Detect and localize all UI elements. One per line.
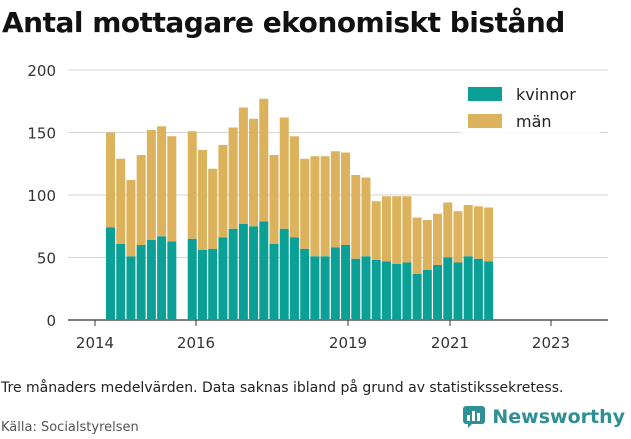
source-label: Källa: Socialstyrelsen: [1, 420, 139, 435]
bar-man: [279, 117, 289, 229]
bar-man: [218, 145, 228, 238]
bar-man: [402, 196, 412, 263]
bar-man: [197, 150, 207, 250]
bar-kvinnor: [218, 237, 228, 320]
bar-man: [361, 177, 371, 257]
bar-kvinnor: [146, 240, 156, 320]
bar-kvinnor: [433, 265, 443, 320]
bar-kvinnor: [381, 261, 391, 320]
y-axis-labels: 0 50 100 150 200: [27, 62, 56, 330]
bar-man: [381, 196, 391, 262]
bar-kvinnor: [187, 238, 197, 320]
legend-swatch: [468, 87, 502, 101]
x-tick-label: 2019: [329, 334, 367, 352]
bar-kvinnor: [300, 248, 310, 320]
bar-man: [443, 202, 453, 258]
bar-man: [300, 158, 310, 249]
bar-kvinnor: [330, 247, 340, 320]
bar-man: [320, 156, 330, 257]
bar-man: [392, 196, 402, 264]
bar-kvinnor: [422, 270, 432, 320]
bar-kvinnor: [341, 245, 351, 320]
bar-man: [126, 180, 136, 257]
bar-kvinnor: [310, 256, 320, 320]
bar-kvinnor: [279, 228, 289, 320]
bar-man: [228, 127, 238, 229]
bar-kvinnor: [473, 258, 483, 320]
bar-kvinnor: [484, 261, 494, 320]
chart-title: Antal mottagare ekonomiskt bistånd: [2, 6, 565, 39]
bar-kvinnor: [126, 256, 136, 320]
bar-kvinnor: [228, 228, 238, 320]
bar-kvinnor: [259, 221, 269, 320]
y-tick-label: 150: [27, 125, 56, 143]
legend-swatch: [468, 114, 502, 128]
footnote: Tre månaders medelvärden. Data saknas ib…: [1, 380, 564, 396]
bar-kvinnor: [351, 258, 361, 320]
bar-man: [157, 126, 167, 237]
bar-man: [412, 217, 422, 274]
bar-kvinnor: [157, 236, 167, 320]
bar-kvinnor: [392, 263, 402, 320]
bar-man: [473, 206, 483, 259]
brand-name: Newsworthy: [492, 406, 625, 428]
chart: 0 50 100 150 200 2014 2016 2019 2021 2023 kvinno…: [27, 62, 608, 352]
x-tick-label: 2021: [431, 334, 469, 352]
legend-label: kvinnor: [516, 85, 576, 104]
bar-kvinnor: [167, 241, 177, 320]
bar-kvinnor: [443, 257, 453, 320]
bar-kvinnor: [249, 226, 259, 320]
bar-man: [249, 118, 259, 227]
bar-man: [146, 130, 156, 240]
bar-man: [310, 156, 320, 257]
bar-man: [136, 155, 146, 245]
bar-man: [167, 136, 177, 242]
legend-label: män: [516, 112, 552, 131]
bar-kvinnor: [136, 245, 146, 320]
bar-kvinnor: [289, 237, 299, 320]
bars: [106, 98, 494, 320]
bar-man: [484, 207, 494, 262]
y-tick-label: 100: [27, 187, 56, 205]
bar-man: [238, 107, 248, 224]
bar-kvinnor: [320, 256, 330, 320]
y-tick-label: 0: [46, 312, 56, 330]
bar-man: [371, 201, 381, 260]
bar-kvinnor: [208, 248, 218, 320]
bar-man: [289, 136, 299, 238]
bar-kvinnor: [238, 223, 248, 320]
bar-man: [106, 132, 115, 228]
bar-kvinnor: [269, 243, 279, 320]
bar-man: [422, 220, 432, 270]
newsworthy-logo-icon: [463, 406, 486, 428]
bar-kvinnor: [106, 227, 115, 320]
bar-man: [116, 158, 126, 244]
x-tick-label: 2016: [177, 334, 215, 352]
x-tick-label: 2014: [76, 334, 114, 352]
legend: kvinnor män: [460, 79, 600, 135]
bar-kvinnor: [402, 262, 412, 320]
bar-kvinnor: [116, 243, 126, 320]
bar-man: [453, 211, 463, 263]
bar-man: [208, 168, 218, 249]
x-axis: 2014 2016 2019 2021 2023: [76, 320, 570, 352]
bar-man: [259, 98, 269, 222]
y-tick-label: 200: [27, 62, 56, 80]
bar-kvinnor: [197, 250, 207, 320]
bar-man: [433, 213, 443, 265]
bar-kvinnor: [361, 256, 371, 320]
bar-kvinnor: [412, 273, 422, 320]
bar-kvinnor: [463, 256, 473, 320]
x-tick-label: 2023: [532, 334, 570, 352]
bar-kvinnor: [371, 260, 381, 320]
bar-man: [330, 151, 340, 248]
bar-man: [269, 155, 279, 244]
y-tick-label: 50: [37, 250, 56, 268]
bar-man: [341, 152, 351, 245]
bar-man: [463, 205, 473, 257]
bar-man: [351, 175, 361, 259]
bar-kvinnor: [453, 262, 463, 320]
bar-man: [187, 131, 197, 239]
brand[interactable]: Newsworthy: [462, 405, 625, 429]
